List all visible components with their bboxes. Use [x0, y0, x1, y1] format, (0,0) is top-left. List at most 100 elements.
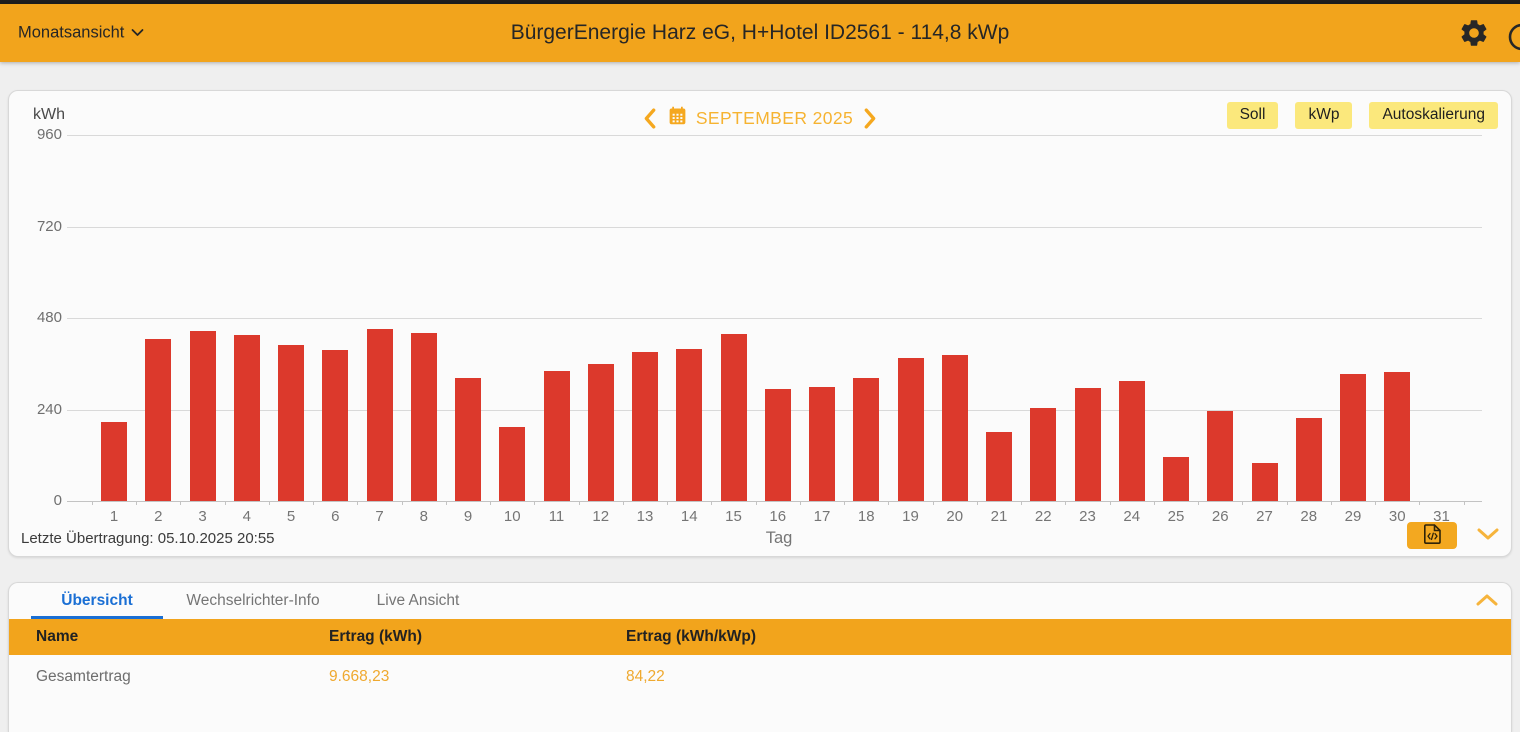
bar-day-29[interactable]: [1340, 374, 1366, 501]
settings-button[interactable]: [1458, 17, 1490, 49]
tab-wechselrichter-info[interactable]: Wechselrichter-Info: [169, 583, 337, 619]
bar-day-1[interactable]: [101, 422, 127, 501]
bar-day-18[interactable]: [853, 377, 880, 501]
calendar-icon: [667, 105, 688, 131]
help-partial-icon[interactable]: [1506, 21, 1520, 58]
view-mode-dropdown[interactable]: Monatsansicht: [18, 24, 144, 43]
bar-day-8[interactable]: [410, 333, 437, 501]
bar-day-4[interactable]: [233, 335, 260, 501]
axis-tick: [401, 501, 403, 505]
bar-day-27[interactable]: [1251, 462, 1278, 501]
bar-day-23[interactable]: [1074, 387, 1101, 501]
x-tick-label: 4: [242, 508, 251, 525]
tab-uebersicht[interactable]: Übersicht: [25, 583, 169, 619]
y-tick-label: 0: [53, 492, 62, 509]
bar-day-9[interactable]: [455, 377, 481, 501]
axis-tick: [888, 501, 890, 505]
axis-tick: [490, 501, 492, 505]
axis-tick: [622, 501, 624, 505]
soll-button[interactable]: Soll: [1226, 102, 1279, 129]
y-tick-label: 240: [36, 400, 62, 418]
x-tick-label: 5: [286, 508, 296, 525]
collapse-chart-button[interactable]: [1477, 527, 1499, 545]
bar-day-19[interactable]: [897, 358, 924, 501]
axis-tick: [667, 501, 669, 505]
plot-area: 0 240 480 720 960 1 2 3 4 5 6 7 8 9 10 11 12 13 14 15 16 17 18…: [37, 126, 1482, 525]
period-selector[interactable]: SEPTEMBER 2025: [667, 105, 853, 131]
bar-day-26[interactable]: [1207, 411, 1234, 501]
axis-tick: [180, 501, 182, 505]
row-name: Gesamtertrag: [36, 668, 131, 685]
x-tick-label: 23: [1079, 508, 1096, 525]
active-tab-indicator: [31, 616, 163, 619]
period-navigation: SEPTEMBER 2025: [9, 104, 1511, 132]
x-tick-label: 11: [548, 508, 565, 525]
axis-tick: [445, 501, 447, 505]
axis-tick: [1021, 501, 1023, 505]
previous-month-button[interactable]: [643, 107, 656, 129]
autoscale-button[interactable]: Autoskalierung: [1369, 102, 1498, 129]
bar-day-11[interactable]: [543, 371, 570, 501]
kwp-button[interactable]: kWp: [1295, 102, 1353, 129]
x-tick-label: 20: [946, 508, 964, 525]
axis-tick: [1463, 501, 1465, 505]
bar-day-25[interactable]: [1163, 456, 1189, 501]
y-tick-label: 720: [36, 217, 62, 235]
axis-tick: [799, 501, 801, 505]
x-tick-label: 12: [592, 508, 610, 525]
x-tick-label: 2: [154, 508, 163, 525]
bar-day-10[interactable]: [499, 426, 526, 501]
bar-day-24[interactable]: [1118, 380, 1145, 501]
x-tick-label: 24: [1123, 508, 1141, 525]
chevron-down-icon: [131, 24, 144, 43]
next-month-button[interactable]: [864, 107, 877, 129]
export-button[interactable]: [1407, 522, 1457, 549]
bar-day-6[interactable]: [322, 350, 349, 501]
axis-tick: [1375, 501, 1377, 505]
x-tick-label: 3: [198, 508, 207, 525]
x-tick-label: 19: [902, 508, 919, 525]
window-top-strip: [0, 0, 1520, 4]
tab-bar: Übersicht Wechselrichter-Info Live Ansic…: [9, 583, 1511, 619]
axis-tick: [1286, 501, 1288, 505]
bar-day-12[interactable]: [587, 364, 614, 501]
export-file-icon: [1423, 524, 1441, 547]
gridline: [67, 226, 1482, 228]
axis-tick: [844, 501, 846, 505]
tab-label: Übersicht: [61, 592, 133, 609]
bar-day-5[interactable]: [278, 344, 304, 501]
x-tick-label: 15: [725, 508, 742, 525]
gridline: [67, 501, 1482, 502]
row-ertrag-kwh: 9.668,23: [329, 668, 390, 685]
bar-day-7[interactable]: [366, 329, 393, 501]
table-header: Name Ertrag (kWh) Ertrag (kWh/kWp): [9, 619, 1511, 655]
bar-day-2[interactable]: [145, 338, 172, 501]
bar-day-28[interactable]: [1295, 418, 1322, 501]
bar-day-13[interactable]: [632, 351, 658, 501]
x-tick-label: 26: [1211, 508, 1229, 525]
axis-tick: [224, 501, 226, 505]
bar-day-16[interactable]: [764, 389, 791, 501]
x-tick-label: 10: [503, 508, 521, 525]
bar-day-22[interactable]: [1030, 408, 1057, 501]
bar-day-30[interactable]: [1384, 371, 1411, 501]
bar-day-15[interactable]: [720, 334, 747, 501]
axis-tick: [578, 501, 580, 505]
collapse-panel-button[interactable]: [1476, 593, 1498, 611]
monthly-chart-card: kWh SEPTEMBER 2025 Soll kWp Autoskalieru…: [8, 90, 1512, 557]
tab-label: Wechselrichter-Info: [186, 592, 320, 609]
x-tick-label: 18: [857, 508, 875, 525]
x-axis-title: Tag: [765, 529, 793, 547]
bar-day-14[interactable]: [676, 348, 703, 501]
tab-live-ansicht[interactable]: Live Ansicht: [337, 583, 499, 619]
bar-day-17[interactable]: [809, 387, 835, 501]
x-tick-label: 30: [1388, 508, 1406, 525]
column-header-ertrag-kwh-kwp: Ertrag (kWh/kWp): [626, 628, 757, 645]
axis-tick: [1065, 501, 1067, 505]
bar-day-21[interactable]: [986, 432, 1012, 501]
bar-day-3[interactable]: [189, 330, 216, 501]
x-tick-label: 8: [419, 508, 428, 525]
chart-toolbar: Soll kWp Autoskalierung: [1226, 102, 1498, 129]
axis-tick: [1242, 501, 1244, 505]
bar-day-20[interactable]: [941, 354, 968, 501]
